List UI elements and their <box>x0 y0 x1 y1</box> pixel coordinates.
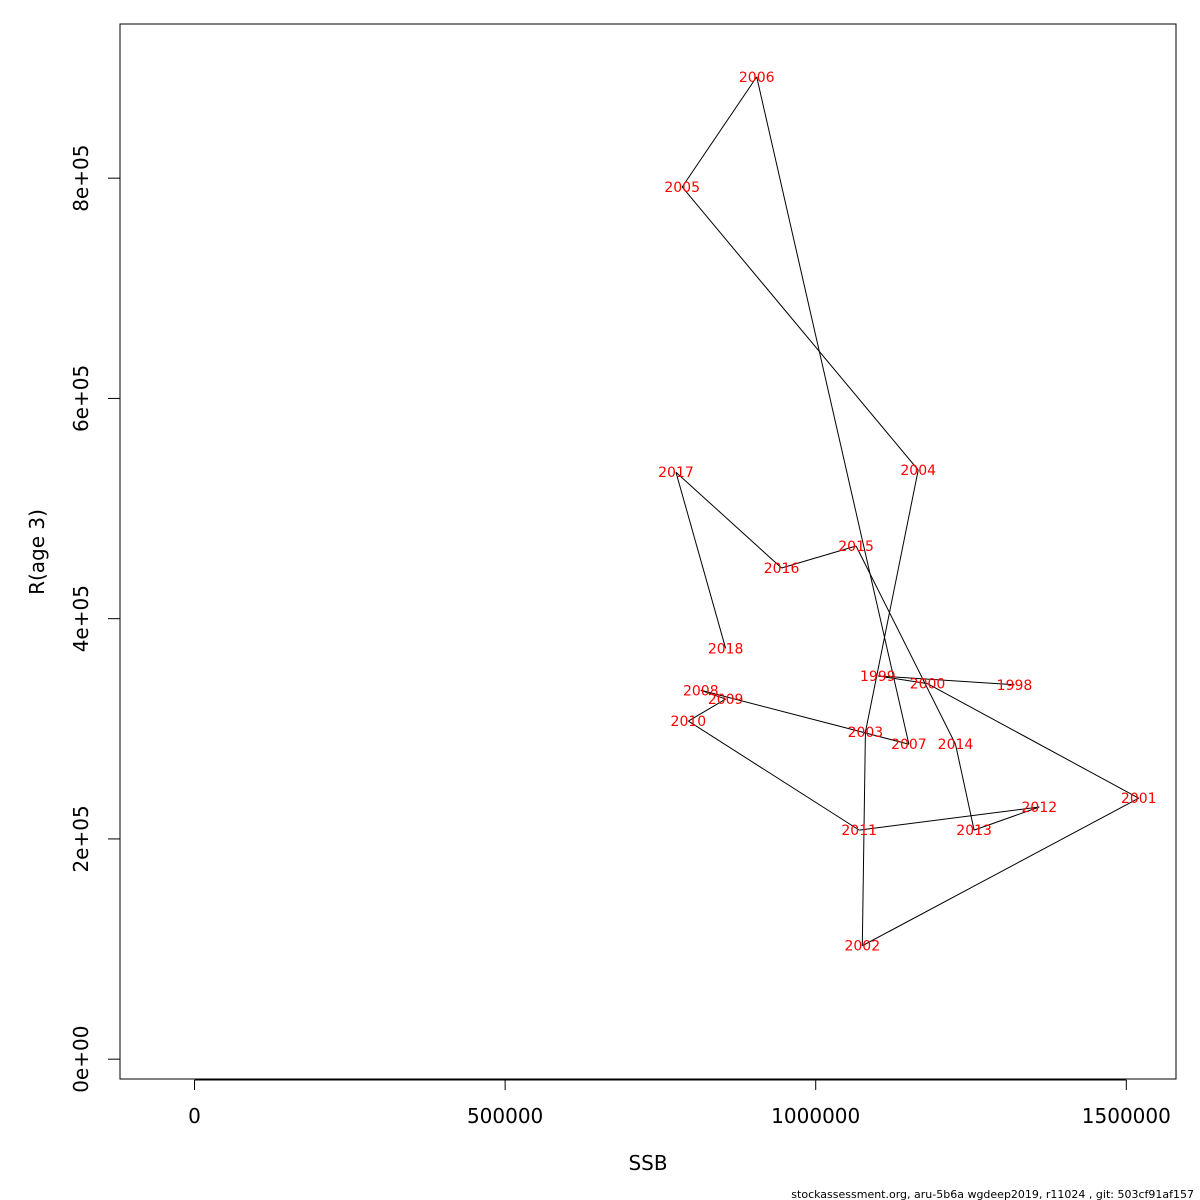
y-tick-label: 2e+05 <box>69 805 93 872</box>
trajectory-segment <box>688 720 860 831</box>
x-tick-label: 1000000 <box>771 1104 860 1128</box>
year-label: 2016 <box>764 561 800 577</box>
trajectory-segment <box>859 806 1040 831</box>
trajectory-segment <box>862 797 1139 947</box>
y-tick-label: 6e+05 <box>69 365 93 432</box>
x-axis-title: SSB <box>628 1151 667 1175</box>
y-tick-label: 0e+00 <box>69 1026 93 1093</box>
year-labels: 1998 1999 2000 2001 2002 2003 2004 2005 2006 2007… <box>658 70 1156 955</box>
year-label: 2008 <box>683 683 719 699</box>
trajectory-segment <box>855 545 956 745</box>
trajectory-segment <box>700 689 910 745</box>
year-label: 1999 <box>860 669 896 685</box>
year-label: 2013 <box>956 823 992 839</box>
footer-note: stockassessment.org, aru-5b6a wgdeep2019… <box>791 1188 1194 1200</box>
trajectory-segment <box>973 806 1040 831</box>
y-axis-title: R(age 3) <box>25 509 49 595</box>
y-tick-label: 4e+05 <box>69 585 93 652</box>
year-label: 2002 <box>844 939 880 955</box>
year-label: 2004 <box>900 463 936 479</box>
recruitment-trajectory <box>675 76 1139 947</box>
trajectory-segment <box>675 472 727 649</box>
year-label: 1998 <box>997 678 1033 694</box>
trajectory-segment <box>688 698 726 722</box>
x-tick-label: 500000 <box>467 1104 543 1128</box>
x-tick-label: 0 <box>188 1104 201 1128</box>
trajectory-segment <box>864 469 919 733</box>
trajectory-segment <box>681 76 758 188</box>
trajectory-segment <box>954 744 975 831</box>
year-label: 2018 <box>708 641 744 657</box>
trajectory-segment <box>927 683 1139 799</box>
x-axis: 0 500000 1000000 1500000 <box>188 1079 1171 1128</box>
year-label: 2014 <box>938 737 974 753</box>
year-label: 2011 <box>841 823 877 839</box>
trajectory-segment <box>861 732 866 946</box>
year-label: 2003 <box>848 725 884 741</box>
y-axis: 0e+00 2e+05 4e+05 6e+05 8e+05 <box>69 145 121 1093</box>
year-label: 2010 <box>671 714 707 730</box>
year-label: 2012 <box>1022 800 1058 816</box>
y-tick-label: 8e+05 <box>69 145 93 212</box>
year-label: 2017 <box>658 465 694 481</box>
year-label: 2005 <box>664 180 700 196</box>
trajectory-segment <box>681 186 919 471</box>
year-label: 2015 <box>838 539 874 555</box>
year-label: 2001 <box>1121 791 1157 807</box>
trajectory-segment <box>675 471 782 569</box>
trajectory-segment <box>781 545 857 569</box>
trajectory-segment <box>756 76 910 745</box>
trajectory-segment <box>877 675 1015 686</box>
x-tick-label: 1500000 <box>1082 1104 1171 1128</box>
year-label: 2007 <box>891 737 927 753</box>
year-label: 2000 <box>910 677 946 693</box>
trajectory-segment <box>877 675 928 685</box>
year-label: 2009 <box>708 692 744 708</box>
plot-frame <box>119 23 1177 1080</box>
trajectory-segment <box>700 689 726 700</box>
year-label: 2006 <box>739 70 775 86</box>
